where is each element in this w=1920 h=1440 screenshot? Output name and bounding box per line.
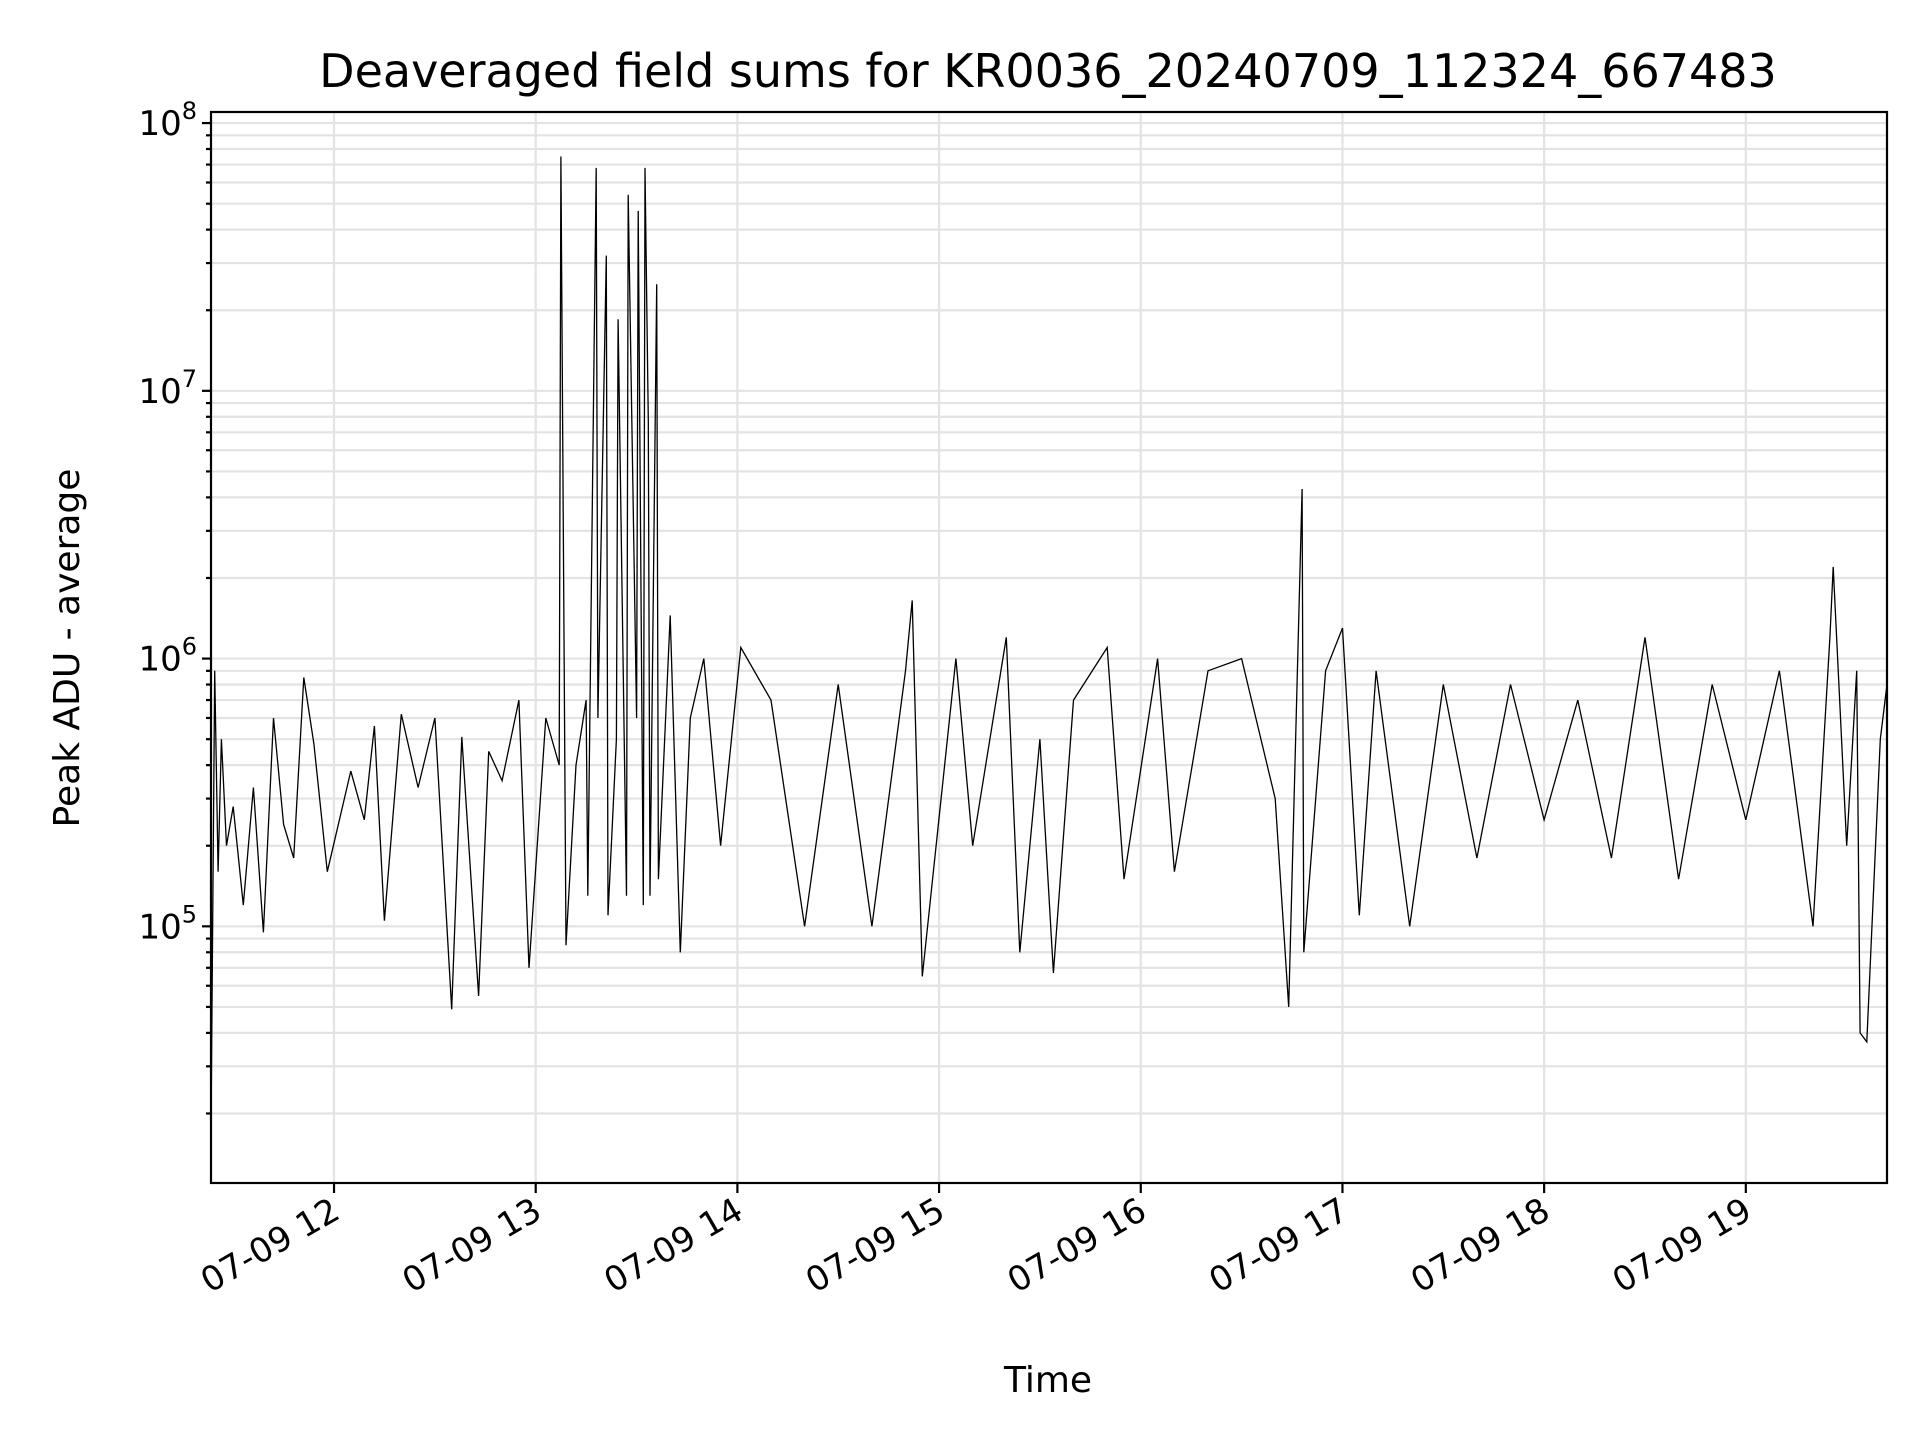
x-tick-label: 07-09 12 bbox=[194, 1190, 346, 1301]
axes-frame bbox=[209, 110, 1889, 1185]
y-tick-label: 107 bbox=[138, 365, 197, 412]
y-tick-label: 105 bbox=[138, 900, 197, 947]
y-tick-exponent: 7 bbox=[182, 365, 197, 393]
y-axis-label: Peak ADU - average bbox=[47, 469, 88, 828]
x-tick-label: 07-09 19 bbox=[1606, 1190, 1758, 1301]
data-layer bbox=[210, 156, 1888, 1133]
y-tick-base: 10 bbox=[138, 907, 181, 947]
x-tick-label: 07-09 13 bbox=[396, 1190, 548, 1301]
y-tick-label: 106 bbox=[138, 633, 197, 680]
y-tick-base: 10 bbox=[138, 104, 181, 144]
x-tick-label: 07-09 18 bbox=[1404, 1190, 1556, 1301]
x-tick-label: 07-09 15 bbox=[799, 1190, 951, 1301]
x-axis-label: Time bbox=[1003, 1360, 1092, 1401]
grid-layer bbox=[211, 112, 1887, 1183]
x-tick-label: 07-09 16 bbox=[1001, 1190, 1153, 1301]
y-tick-exponent: 5 bbox=[182, 900, 197, 928]
series-line bbox=[210, 156, 1888, 1133]
y-tick-base: 10 bbox=[138, 640, 181, 680]
x-tick-label: 07-09 14 bbox=[598, 1190, 750, 1301]
y-tick-base: 10 bbox=[138, 372, 181, 412]
x-tick-label: 07-09 17 bbox=[1203, 1190, 1355, 1301]
y-tick-label: 108 bbox=[138, 97, 197, 144]
y-tick-exponent: 8 bbox=[182, 97, 197, 125]
y-tick-exponent: 6 bbox=[182, 633, 197, 661]
chart-title: Deaveraged field sums for KR0036_2024070… bbox=[319, 44, 1777, 98]
